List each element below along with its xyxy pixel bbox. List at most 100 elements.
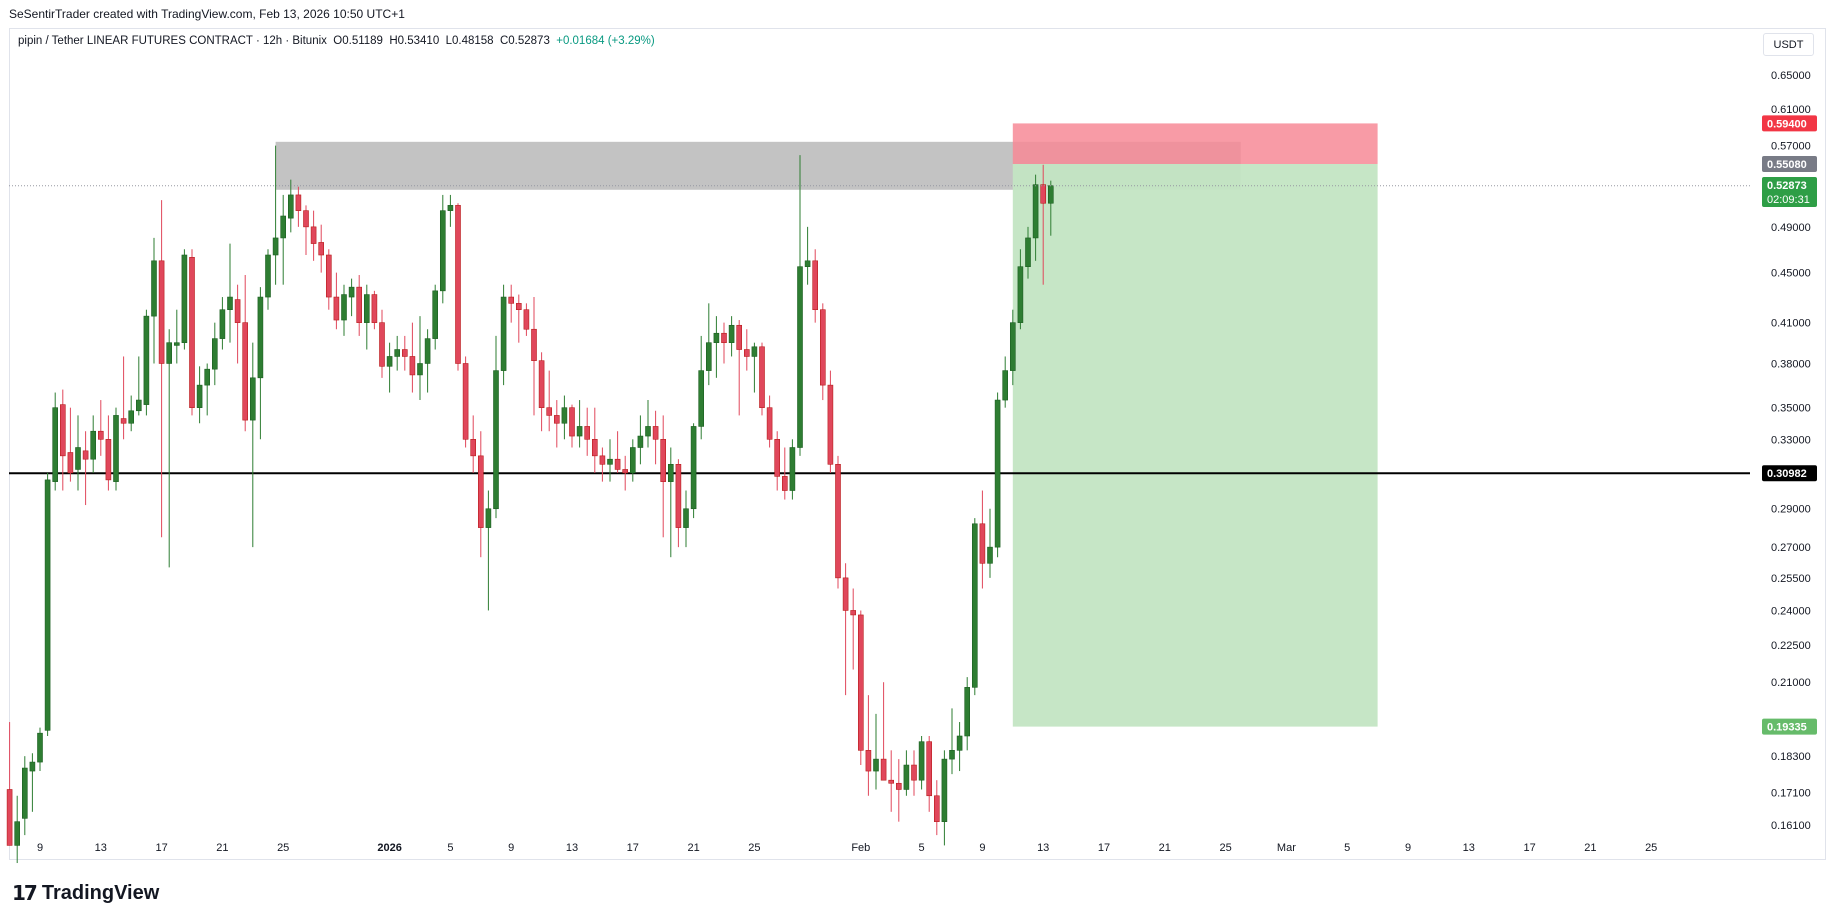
y-tick-label: 0.35000 [1771, 403, 1811, 415]
candle-body [515, 303, 522, 310]
candle-body [287, 194, 294, 219]
candle [819, 303, 826, 401]
candle [591, 407, 598, 473]
candle [295, 186, 302, 227]
candle [789, 439, 796, 500]
candle-body [705, 342, 712, 371]
candle [333, 272, 340, 330]
candle-body [523, 309, 530, 330]
candle-body [257, 296, 264, 379]
y-tick-label: 0.33000 [1771, 434, 1811, 446]
candle [287, 179, 294, 233]
symbol-title[interactable]: pipin / Tether LINEAR FUTURES CONTRACT ·… [18, 35, 327, 47]
candle [508, 284, 515, 323]
candle-body [204, 368, 210, 386]
candle-body [949, 750, 955, 760]
tradingview-logo[interactable]: 17 TradingView [12, 881, 159, 905]
candle [196, 366, 203, 424]
tradingview-logo-icon: 17 [12, 881, 38, 905]
candle-body [227, 296, 233, 310]
candle [569, 404, 575, 448]
candle-body [736, 324, 743, 350]
candle-body [751, 346, 758, 357]
candle [166, 329, 172, 568]
candle-body [348, 286, 355, 298]
candle-body [743, 349, 750, 357]
candle [386, 342, 393, 393]
candle [257, 287, 264, 440]
candle [113, 407, 119, 491]
candle-body [59, 404, 66, 457]
candle [652, 410, 659, 465]
candle [629, 439, 636, 482]
candle-body [1025, 237, 1031, 267]
candle [835, 455, 841, 589]
price-label-stop-loss [1762, 115, 1817, 132]
candle [75, 415, 81, 491]
candle-body [933, 795, 940, 822]
y-tick-label: 0.57000 [1771, 141, 1811, 153]
candle [713, 316, 720, 378]
candle [895, 759, 902, 822]
candle-body [477, 455, 484, 528]
candle [136, 356, 142, 416]
candle-body [797, 266, 803, 448]
currency-selector[interactable]: USDT [1763, 33, 1814, 56]
price-label-entry [1762, 155, 1817, 172]
candle-body [911, 764, 917, 781]
candle [941, 750, 948, 846]
candle [341, 284, 347, 336]
y-tick-label: 0.49000 [1771, 222, 1811, 234]
candle [174, 309, 180, 364]
candle [6, 722, 13, 846]
candle [120, 356, 127, 440]
candle [128, 395, 134, 432]
candle-body [151, 260, 157, 317]
candle [1032, 174, 1039, 261]
candle-body [667, 464, 674, 482]
candle-body [325, 254, 332, 298]
candle-body [310, 226, 317, 244]
candle-body [439, 210, 446, 292]
candle [242, 275, 248, 432]
candle-body [196, 384, 203, 408]
candle [37, 727, 43, 772]
candle [1025, 226, 1031, 279]
candle [827, 370, 834, 473]
candle [151, 237, 157, 364]
candle [743, 329, 750, 371]
candle [774, 431, 781, 491]
candle [880, 682, 887, 781]
candle-body [508, 296, 515, 304]
candle-body [979, 523, 986, 564]
candle-body [591, 439, 598, 457]
candle [212, 322, 218, 386]
x-tick-label: Feb [851, 842, 870, 854]
candle-body [926, 741, 933, 797]
candle [888, 750, 895, 812]
candle-body [181, 254, 188, 343]
candle-body [683, 508, 689, 528]
chart-frame [9, 28, 1826, 860]
y-tick-label: 0.61000 [1771, 104, 1811, 116]
candle [949, 708, 955, 775]
candle [683, 490, 689, 548]
candle-body [455, 205, 461, 364]
candle [903, 750, 910, 796]
candle [561, 395, 568, 440]
candle [470, 415, 477, 473]
x-tick-label: 21 [216, 842, 228, 854]
candle [850, 588, 857, 670]
y-tick-label: 0.65000 [1771, 70, 1811, 82]
legend-open: O0.51189 [333, 35, 383, 47]
candle-body [607, 458, 613, 465]
candle-body [105, 439, 112, 481]
x-tick-label: 21 [687, 842, 699, 854]
candle [272, 145, 279, 285]
price-label-text: 0.19335 [1767, 722, 1807, 734]
candle-body [67, 452, 74, 474]
candle-body [242, 322, 248, 421]
candle-body [804, 260, 811, 267]
candle [417, 316, 423, 401]
